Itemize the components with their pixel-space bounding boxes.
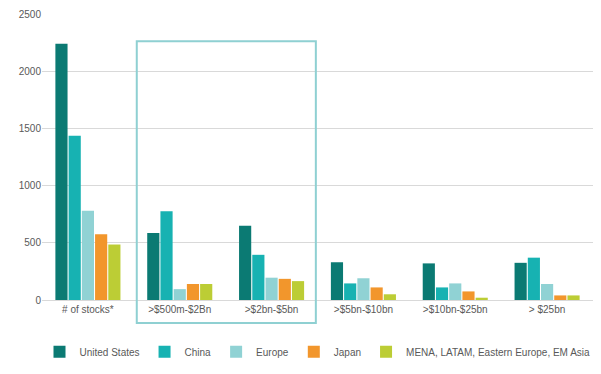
svg-text:500: 500 [24, 237, 41, 248]
svg-text:> $25bn: > $25bn [529, 304, 565, 315]
svg-text:0: 0 [35, 295, 41, 306]
svg-text:>$500m-$2Bn: >$500m-$2Bn [148, 304, 211, 315]
svg-text:2500: 2500 [19, 9, 42, 20]
svg-text:>$2bn-$5bn: >$2bn-$5bn [245, 304, 299, 315]
svg-text:Europe: Europe [256, 347, 289, 358]
svg-text:1000: 1000 [19, 180, 42, 191]
svg-text:MENA, LATAM, Eastern Europe, E: MENA, LATAM, Eastern Europe, EM Asia [406, 347, 590, 358]
svg-text:2000: 2000 [19, 66, 42, 77]
svg-text:Japan: Japan [334, 347, 361, 358]
svg-text:# of stocks*: # of stocks* [62, 304, 114, 315]
svg-text:1500: 1500 [19, 123, 42, 134]
svg-text:>$10bn-$25bn: >$10bn-$25bn [423, 304, 488, 315]
svg-text:China: China [185, 347, 212, 358]
svg-text:>$5bn-$10bn: >$5bn-$10bn [334, 304, 393, 315]
svg-text:United States: United States [80, 347, 140, 358]
